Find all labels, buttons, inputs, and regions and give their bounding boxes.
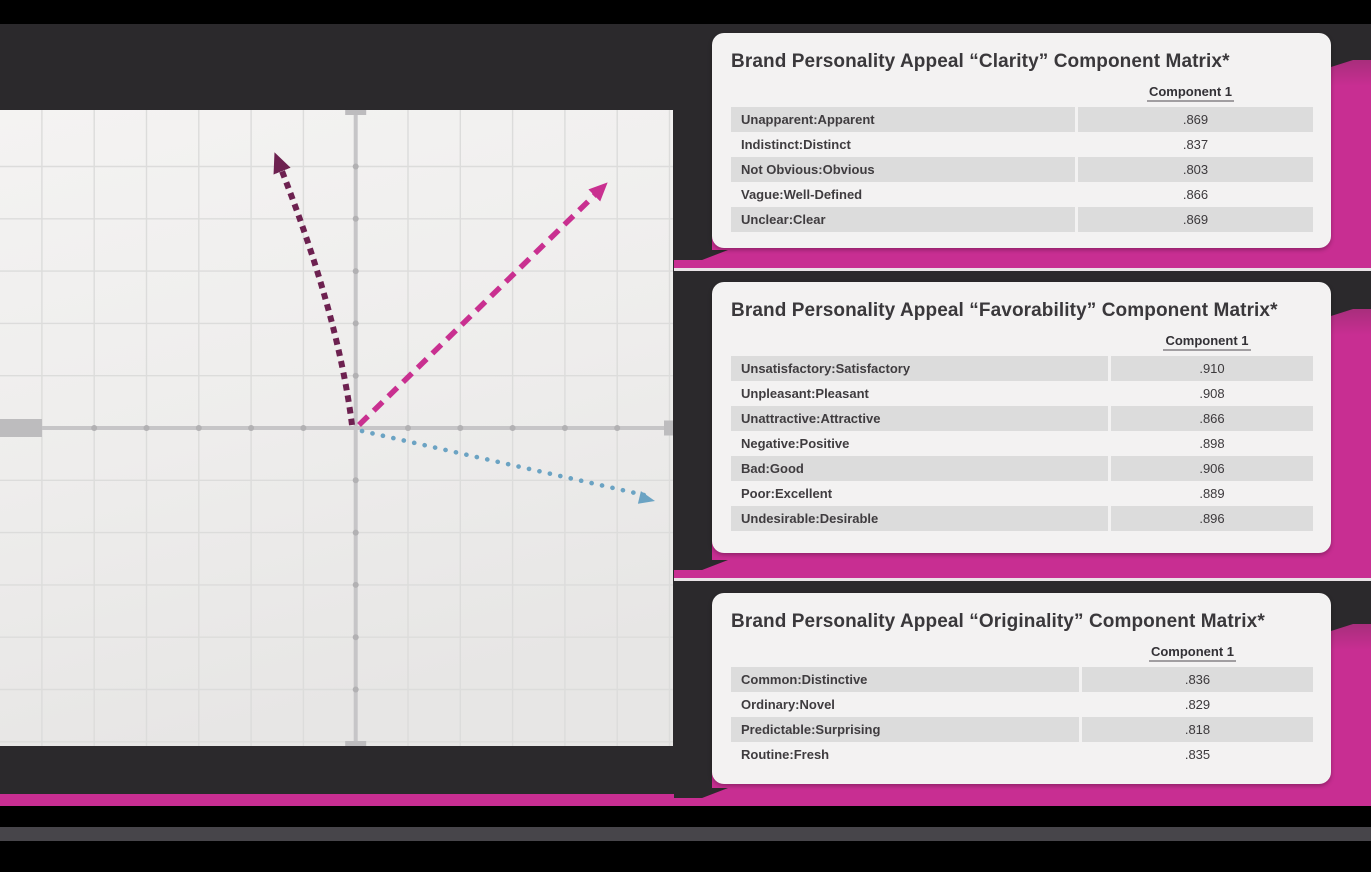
- magenta-dashed-arrow: [357, 182, 608, 427]
- row-value: .866: [1111, 406, 1313, 431]
- table-row: Ordinary:Novel .829: [731, 692, 1313, 717]
- table-row: Vague:Well-Defined .866: [731, 182, 1313, 207]
- table-row: Poor:Excellent .889: [731, 481, 1313, 506]
- table-row: Unclear:Clear .869: [731, 207, 1313, 232]
- row-label: Undesirable:Desirable: [731, 506, 1108, 531]
- background-strip: [674, 60, 712, 250]
- table-row: Unsatisfactory:Satisfactory .910: [731, 356, 1313, 381]
- plum-dashed-arrow: [273, 152, 355, 426]
- axis-dots: [91, 163, 621, 693]
- table-row: Common:Distinctive .836: [731, 667, 1313, 692]
- divider-line: [674, 268, 1371, 271]
- table-row: Predictable:Surprising .818: [731, 717, 1313, 742]
- row-label: Poor:Excellent: [741, 486, 833, 501]
- row-label: Indistinct:Distinct: [741, 137, 851, 152]
- row-label: Unclear:Clear: [731, 207, 1075, 232]
- row-label: Predictable:Surprising: [731, 717, 1079, 742]
- component-header-row: Component 1: [731, 84, 1313, 102]
- table-title: Brand Personality Appeal “Originality” C…: [731, 611, 1265, 632]
- table-row: Unapparent:Apparent .869: [731, 107, 1313, 132]
- row-label: Unsatisfactory:Satisfactory: [731, 356, 1108, 381]
- row-value: .835: [1184, 747, 1211, 762]
- component-header-row: Component 1: [731, 644, 1313, 662]
- header-spacer: [731, 92, 1065, 93]
- component-header: Component 1: [1148, 644, 1237, 662]
- table-row: Routine:Fresh .835: [731, 742, 1313, 767]
- table-row: Unpleasant:Pleasant .908: [731, 381, 1313, 406]
- header-spacer: [731, 341, 1098, 342]
- table-rows: Unapparent:Apparent .869 Indistinct:Distin…: [731, 107, 1313, 232]
- component-header: Component 1: [1146, 84, 1235, 102]
- row-value: .908: [1199, 386, 1225, 401]
- row-value: .837: [1182, 137, 1209, 152]
- table-title: Brand Personality Appeal “Clarity” Compo…: [731, 51, 1230, 72]
- table-card: Brand Personality Appeal “Originality” C…: [712, 593, 1331, 784]
- table-card: Brand Personality Appeal “Clarity” Compo…: [712, 33, 1331, 248]
- row-label: Unapparent:Apparent: [731, 107, 1075, 132]
- table-rows: Unsatisfactory:Satisfactory .910 Unpleasan…: [731, 356, 1313, 531]
- table-rows: Common:Distinctive .836 Ordinary:Novel .829…: [731, 667, 1313, 767]
- row-label: Common:Distinctive: [731, 667, 1079, 692]
- row-label: Vague:Well-Defined: [741, 187, 863, 202]
- divider-line: [674, 578, 1371, 581]
- row-value: .818: [1082, 717, 1313, 742]
- row-value: .836: [1082, 667, 1313, 692]
- row-label: Unattractive:Attractive: [731, 406, 1108, 431]
- row-label: Ordinary:Novel: [741, 697, 835, 712]
- row-label: Unpleasant:Pleasant: [741, 386, 869, 401]
- component-header: Component 1: [1163, 333, 1251, 351]
- row-value: .896: [1111, 506, 1313, 531]
- row-label: Routine:Fresh: [741, 747, 830, 762]
- background-notch: [1331, 624, 1353, 631]
- row-label: Bad:Good: [731, 456, 1108, 481]
- table-row: Indistinct:Distinct .837: [731, 132, 1313, 157]
- vector-diagram: [0, 110, 673, 746]
- table-row: Bad:Good .906: [731, 456, 1313, 481]
- row-value: .898: [1199, 436, 1225, 451]
- row-label: Not Obvious:Obvious: [731, 157, 1075, 182]
- magenta-stripe: [0, 794, 1371, 806]
- background-wedge: [674, 560, 728, 570]
- row-value: .829: [1184, 697, 1211, 712]
- row-value: .803: [1078, 157, 1313, 182]
- background-strip: [674, 624, 712, 788]
- gray-stripe: [0, 827, 1371, 841]
- background-wedge: [674, 788, 728, 798]
- row-value: .869: [1078, 207, 1313, 232]
- table-row: Not Obvious:Obvious .803: [731, 157, 1313, 182]
- background-wedge: [674, 250, 728, 260]
- background-strip: [674, 309, 712, 560]
- table-row: Unattractive:Attractive .866: [731, 406, 1313, 431]
- background-notch: [1331, 309, 1353, 316]
- table-title: Brand Personality Appeal “Favorability” …: [731, 300, 1278, 321]
- table-card: Brand Personality Appeal “Favorability” …: [712, 282, 1331, 553]
- header-spacer: [731, 652, 1069, 653]
- row-value: .906: [1111, 456, 1313, 481]
- row-label: Negative:Positive: [741, 436, 850, 451]
- plot-svg: [0, 110, 673, 746]
- row-value: .910: [1111, 356, 1313, 381]
- row-value: .866: [1182, 187, 1209, 202]
- blue-arrowhead: [637, 491, 655, 504]
- component-header-row: Component 1: [731, 333, 1313, 351]
- background-notch: [1331, 60, 1353, 67]
- table-row: Undesirable:Desirable .896: [731, 506, 1313, 531]
- row-value: .869: [1078, 107, 1313, 132]
- table-row: Negative:Positive .898: [731, 431, 1313, 456]
- row-value: .889: [1199, 486, 1225, 501]
